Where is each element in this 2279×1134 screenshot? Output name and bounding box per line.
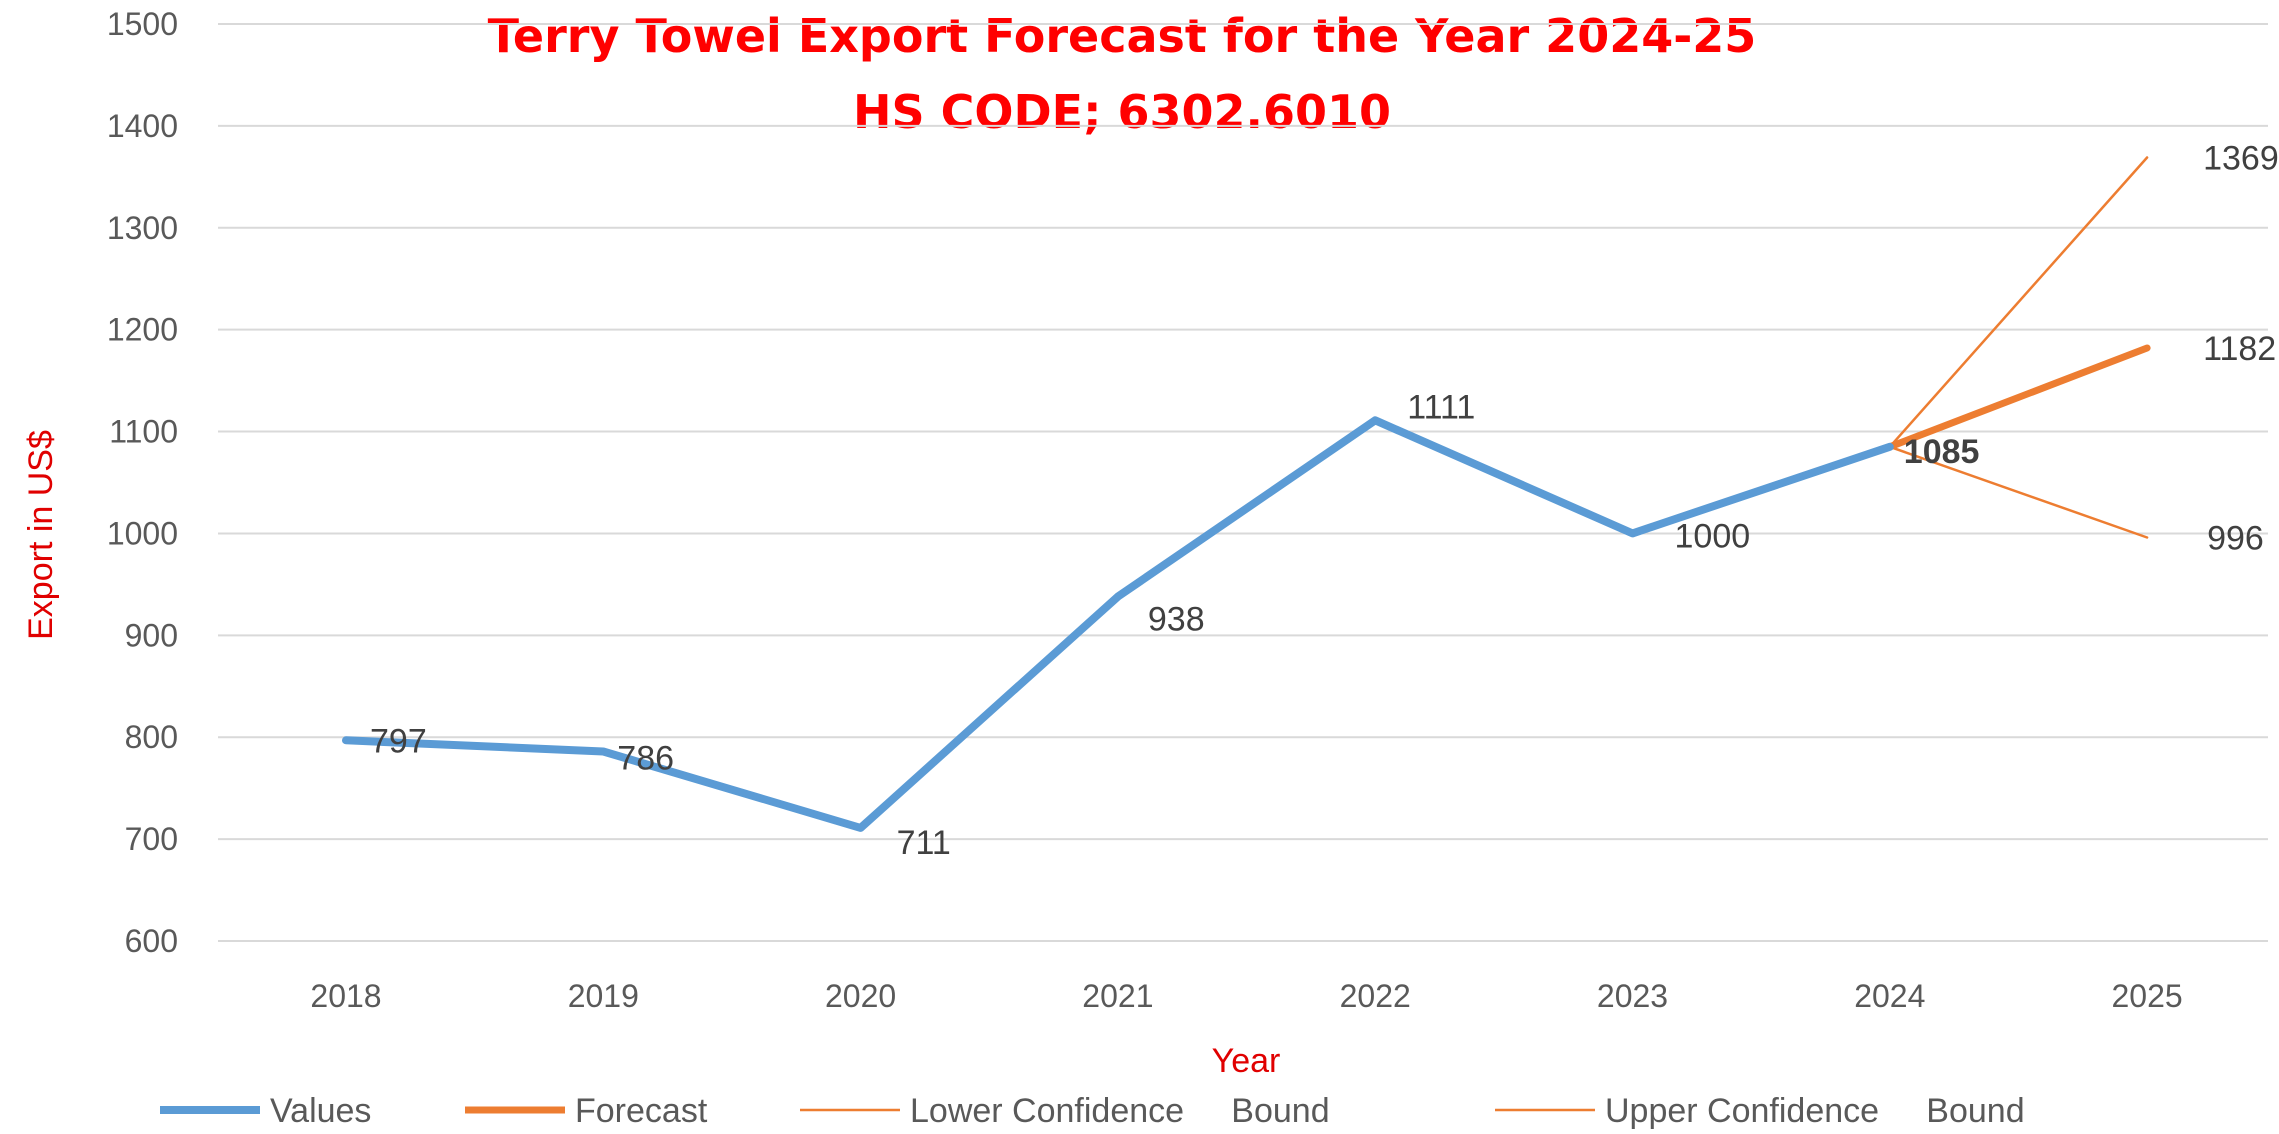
- data-label-938: 938: [1148, 601, 1205, 639]
- data-label-786: 786: [617, 739, 674, 777]
- series-line-values: [342, 416, 1894, 832]
- x-tick-label-2021: 2021: [1082, 978, 1153, 1014]
- data-label-797: 797: [370, 722, 427, 760]
- data-label-1182: 1182: [2203, 330, 2276, 368]
- x-axis-ticks: 2018 2019 2020 2021 2022 2023 2024 2025: [310, 978, 2182, 1014]
- y-tick-label-1300: 1300: [107, 210, 178, 246]
- x-tick-label-2024: 2024: [1854, 978, 1925, 1014]
- series-line-upper: [1888, 156, 2149, 449]
- x-tick-label-2023: 2023: [1597, 978, 1668, 1014]
- legend-label-2: Forecast: [575, 1092, 708, 1130]
- x-tick-label-2019: 2019: [568, 978, 639, 1014]
- legend: Values Forecast Lower Confidence Bound Uppe…: [160, 1092, 2025, 1130]
- x-tick-label-2020: 2020: [825, 978, 896, 1014]
- chart-title: Terry Towel Export Forecast for the Year…: [488, 9, 1757, 63]
- series-line-forecast: [1886, 344, 2151, 451]
- data-label-1000: 1000: [1675, 517, 1751, 555]
- data-labels: 797 786 711 938 1111 1000 1085 1369 1182 996: [370, 139, 2279, 861]
- y-tick-label-1200: 1200: [107, 312, 178, 348]
- x-tick-label-2025: 2025: [2112, 978, 2183, 1014]
- y-tick-label-1400: 1400: [107, 108, 178, 144]
- y-tick-label-1100: 1100: [109, 414, 178, 450]
- data-label-1369: 1369: [2203, 139, 2279, 177]
- legend-label-3: Lower Confidence Bound: [910, 1092, 1330, 1130]
- y-axis-label: Export in US$: [22, 430, 60, 640]
- gridlines: [218, 23, 2268, 942]
- legend-label-1: Values: [270, 1092, 371, 1130]
- y-axis-ticks: 600 700 800 900 1000 1100 1200 1300 1400 1500: [107, 6, 178, 959]
- data-label-1085: 1085: [1904, 433, 1980, 471]
- y-tick-label-800: 800: [125, 719, 178, 755]
- x-tick-label-2018: 2018: [310, 978, 381, 1014]
- y-tick-label-900: 900: [125, 617, 178, 653]
- chart-subtitle: HS CODE; 6302.6010: [853, 85, 1391, 139]
- series-line-lower: [1888, 445, 2149, 539]
- x-axis-label: Year: [1212, 1042, 1281, 1080]
- data-label-711: 711: [897, 824, 951, 862]
- x-tick-label-2022: 2022: [1340, 978, 1411, 1014]
- legend-label-4: Upper Confidence Bound: [1605, 1092, 2025, 1130]
- data-label-996: 996: [2207, 520, 2264, 558]
- y-tick-label-1000: 1000: [107, 515, 178, 551]
- y-tick-label-600: 600: [125, 923, 178, 959]
- data-label-1111: 1111: [1407, 388, 1475, 426]
- y-tick-label-1500: 1500: [107, 6, 178, 42]
- series-lines: [342, 156, 2151, 832]
- y-tick-label-700: 700: [125, 821, 178, 857]
